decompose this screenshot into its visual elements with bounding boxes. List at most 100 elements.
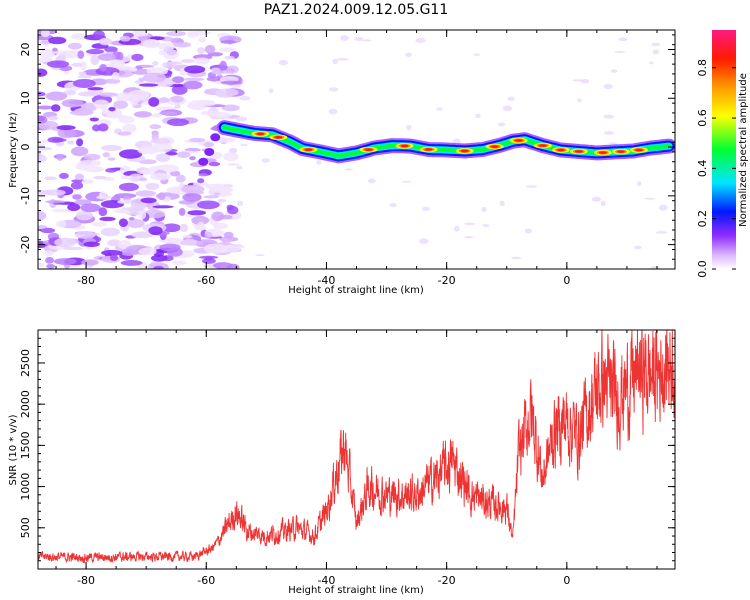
noise-blob [139, 177, 148, 182]
ridge-onset [198, 157, 209, 166]
noise-blob-faint [454, 225, 460, 232]
noise-blob [113, 100, 128, 109]
noise-blob [193, 57, 210, 65]
colorbar-gradient [712, 30, 736, 269]
noise-blob [98, 207, 108, 217]
noise-blob-faint [525, 185, 538, 188]
noise-blob [182, 80, 203, 90]
noise-blob [107, 157, 116, 161]
noise-blob-faint [604, 130, 614, 135]
snr-ytick-label: 2500 [19, 349, 32, 377]
ridge-hotspot-core [400, 144, 409, 148]
noise-blob [175, 174, 186, 183]
noise-blob [51, 138, 67, 142]
noise-blob [48, 36, 67, 45]
noise-blob [69, 110, 94, 116]
noise-blob [97, 123, 109, 132]
noise-blob [109, 59, 125, 68]
noise-blob-faint [524, 228, 532, 234]
noise-blob [117, 131, 132, 136]
noise-blob [161, 61, 177, 69]
noise-blob [155, 97, 172, 103]
noise-blob [38, 225, 48, 229]
snr-ticks: -80 -60 -40 -20 0 500 1000 1500 2000 2500 [19, 329, 675, 587]
noise-blob [151, 113, 162, 118]
noise-blob-faint [463, 222, 476, 226]
noise-blob [142, 72, 167, 83]
noise-blob [45, 250, 54, 257]
ridge-hotspot-core [634, 148, 643, 152]
noise-blob [138, 247, 157, 256]
noise-blob [51, 208, 74, 213]
noise-blob-faint [475, 113, 481, 119]
noise-blob [38, 142, 45, 147]
colorbar-ticks: 0.0 0.2 0.4 0.6 0.8 [696, 59, 736, 278]
noise-blob [74, 230, 96, 239]
ridge-hotspot-core [598, 151, 607, 154]
noise-blob [59, 172, 69, 179]
noise-blob-faint [473, 53, 480, 57]
noise-blob [184, 65, 206, 74]
noise-blob [180, 59, 196, 64]
noise-blob [155, 153, 171, 163]
spectrogram-ytick-label: -10 [19, 187, 32, 205]
noise-blob-faint [254, 254, 265, 257]
noise-blob-faint [240, 143, 248, 147]
snr-ytick-label: 2000 [19, 390, 32, 418]
noise-blob [231, 84, 241, 89]
noise-blob [224, 55, 235, 60]
noise-blob [228, 147, 238, 154]
spectrogram-xtick-label: 0 [563, 274, 570, 287]
noise-blob-faint [230, 244, 243, 247]
noise-blob [84, 153, 101, 161]
noise-blob [83, 165, 104, 173]
noise-blob [140, 197, 157, 204]
noise-blob-faint [328, 87, 339, 92]
noise-blob-faint [367, 178, 376, 184]
ridge-hotspot-core [304, 148, 313, 151]
noise-blob [118, 218, 128, 228]
spectrogram-xlabel: Height of straight line (km) [288, 285, 424, 296]
noise-blob [170, 95, 184, 103]
noise-blob [117, 208, 130, 213]
noise-blob [41, 30, 50, 38]
noise-blob-faint [261, 158, 270, 163]
snr-ytick-label: 500 [19, 517, 32, 538]
noise-blob-faint [655, 231, 668, 234]
noise-blob-faint [422, 206, 430, 212]
noise-blob [80, 203, 101, 213]
snr-xtick-label: -60 [197, 574, 215, 587]
noise-blob [61, 99, 84, 108]
noise-blob [142, 39, 161, 49]
noise-blob-faint [405, 52, 412, 57]
ridge-hotspot-core [616, 150, 625, 153]
noise-blob [131, 231, 154, 239]
ridge-onset [204, 147, 215, 156]
noise-blob-faint [651, 42, 661, 47]
noise-blob-faint [499, 200, 505, 207]
noise-blob-faint [658, 204, 668, 211]
noise-blob-faint [236, 200, 244, 207]
noise-blob [148, 226, 163, 236]
ridge-hotspot-core [256, 132, 265, 136]
spectrogram-xtick-label: -60 [197, 274, 215, 287]
noise-blob-faint [436, 107, 443, 111]
noise-blob [85, 48, 105, 55]
noise-blob [87, 87, 104, 91]
noise-blob [220, 80, 242, 85]
noise-blob [172, 76, 185, 84]
noise-blob [99, 92, 118, 97]
noise-blob [152, 61, 159, 66]
noise-blob [98, 37, 112, 46]
ridge-hotspot-core [490, 145, 499, 148]
noise-blob [198, 36, 207, 43]
noise-blob [179, 223, 188, 233]
noise-blob [198, 173, 208, 177]
noise-blob [40, 227, 56, 234]
spectrogram-ylabel: Frequency (Hz) [8, 112, 19, 188]
noise-blob [41, 139, 48, 144]
noise-blob [118, 115, 135, 124]
noise-blob [219, 60, 227, 71]
noise-blob [178, 207, 186, 216]
noise-blob [47, 115, 59, 121]
